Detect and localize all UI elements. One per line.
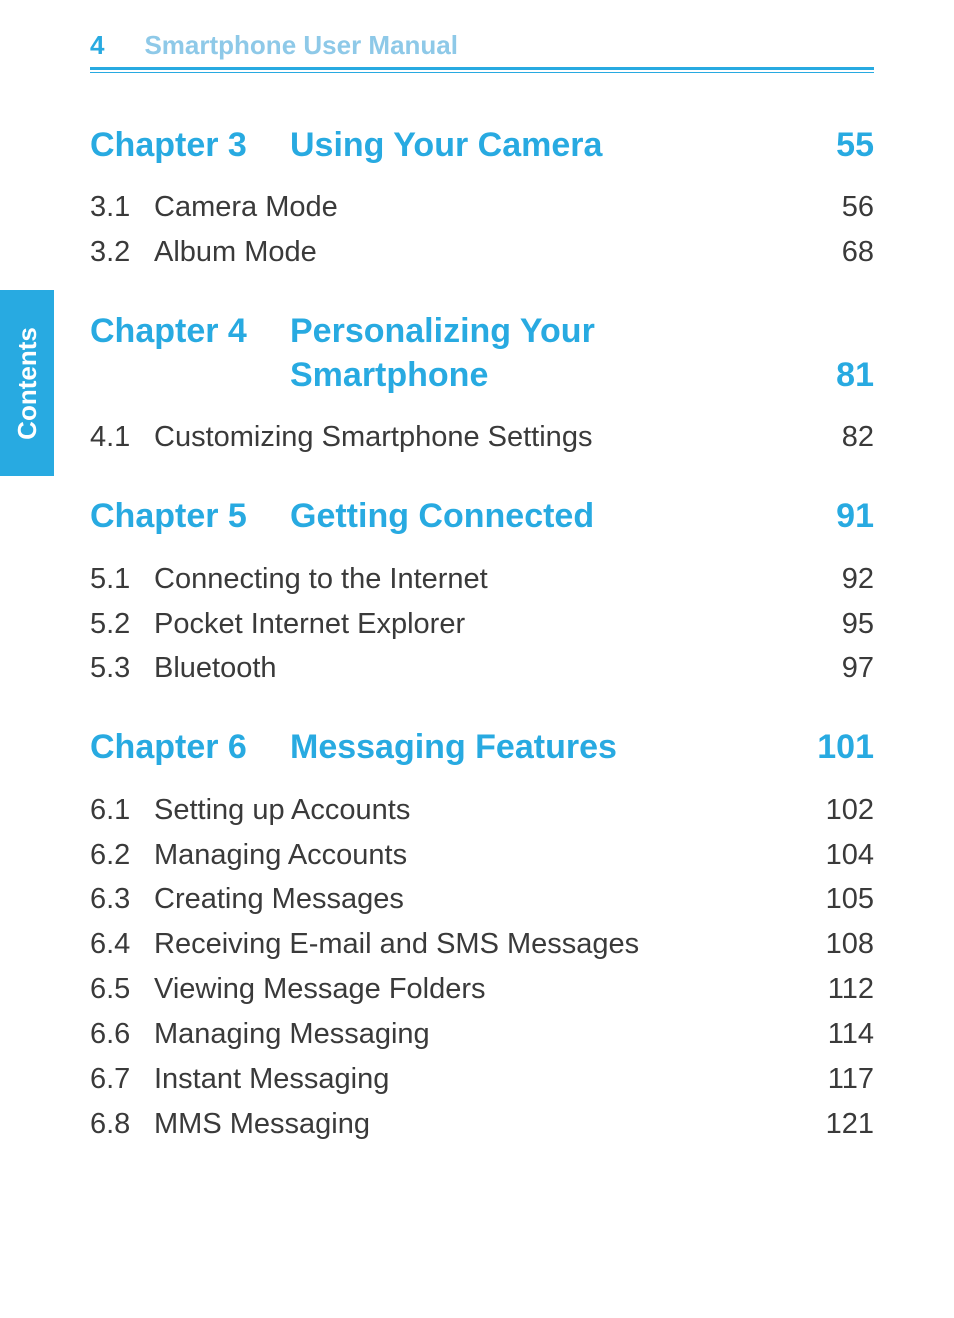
chapter-page-number: 91	[794, 494, 874, 538]
section-page-number: 97	[804, 646, 874, 691]
contents-side-tab: Contents	[0, 290, 54, 476]
section-page-number: 56	[804, 185, 874, 230]
section-number: 4.1	[90, 415, 154, 460]
chapter-block: Chapter 5Getting Connected91 5.1Connectin…	[90, 494, 874, 691]
table-of-contents: Chapter 3Using Your Camera55 3.1Camera Mo…	[90, 123, 874, 1147]
section-number: 6.5	[90, 967, 154, 1012]
chapter-title: Using Your Camera	[290, 123, 794, 167]
section-title: Setting up Accounts	[154, 788, 804, 833]
section-number: 6.7	[90, 1057, 154, 1102]
section-title: MMS Messaging	[154, 1102, 804, 1147]
chapter-label: Chapter 6	[90, 725, 290, 769]
section-title: Album Mode	[154, 230, 804, 275]
section-row: 6.7Instant Messaging117	[90, 1057, 874, 1102]
chapter-heading-row: Chapter 5Getting Connected91	[90, 494, 874, 538]
section-title: Creating Messages	[154, 877, 804, 922]
chapter-title: Getting Connected	[290, 494, 794, 538]
section-title: Connecting to the Internet	[154, 557, 804, 602]
section-number: 5.3	[90, 646, 154, 691]
chapter-heading-row: Chapter 4Personalizing Your Smartphone81	[90, 309, 874, 397]
section-row: 6.3Creating Messages105	[90, 877, 874, 922]
section-number: 6.2	[90, 833, 154, 878]
section-page-number: 92	[804, 557, 874, 602]
chapter-block: Chapter 6Messaging Features101 6.1Setting…	[90, 725, 874, 1147]
section-number: 6.1	[90, 788, 154, 833]
chapter-label: Chapter 5	[90, 494, 290, 538]
section-title: Viewing Message Folders	[154, 967, 804, 1012]
section-title: Camera Mode	[154, 185, 804, 230]
chapter-label: Chapter 3	[90, 123, 290, 167]
chapter-heading-row: Chapter 6Messaging Features101	[90, 725, 874, 769]
section-row: 3.2Album Mode68	[90, 230, 874, 275]
section-row: 6.6Managing Messaging114	[90, 1012, 874, 1057]
section-title: Bluetooth	[154, 646, 804, 691]
chapter-heading-row: Chapter 3Using Your Camera55	[90, 123, 874, 167]
section-row: 5.2Pocket Internet Explorer95	[90, 602, 874, 647]
section-row: 6.5Viewing Message Folders112	[90, 967, 874, 1012]
section-page-number: 95	[804, 602, 874, 647]
section-number: 3.2	[90, 230, 154, 275]
section-number: 5.1	[90, 557, 154, 602]
page-number: 4	[90, 30, 104, 61]
section-title: Managing Messaging	[154, 1012, 804, 1057]
section-number: 3.1	[90, 185, 154, 230]
section-row: 6.8MMS Messaging121	[90, 1102, 874, 1147]
section-number: 6.4	[90, 922, 154, 967]
section-page-number: 112	[804, 967, 874, 1012]
section-row: 5.3Bluetooth97	[90, 646, 874, 691]
chapter-page-number: 101	[794, 725, 874, 769]
section-row: 5.1Connecting to the Internet92	[90, 557, 874, 602]
section-title: Pocket Internet Explorer	[154, 602, 804, 647]
section-page-number: 105	[804, 877, 874, 922]
section-page-number: 108	[804, 922, 874, 967]
section-title: Receiving E-mail and SMS Messages	[154, 922, 804, 967]
section-title: Managing Accounts	[154, 833, 804, 878]
chapter-block: Chapter 4Personalizing Your Smartphone81…	[90, 309, 874, 460]
section-row: 3.1Camera Mode56	[90, 185, 874, 230]
section-number: 6.6	[90, 1012, 154, 1057]
section-number: 5.2	[90, 602, 154, 647]
header-rule	[90, 67, 874, 73]
chapter-page-number: 55	[794, 123, 874, 167]
section-page-number: 68	[804, 230, 874, 275]
section-page-number: 117	[804, 1057, 874, 1102]
chapter-title: Messaging Features	[290, 725, 794, 769]
page-body: 4 Smartphone User Manual Chapter 3Using …	[0, 0, 954, 1147]
chapter-block: Chapter 3Using Your Camera55 3.1Camera Mo…	[90, 123, 874, 275]
section-page-number: 114	[804, 1012, 874, 1057]
chapter-page-number: 81	[794, 353, 874, 397]
section-title: Instant Messaging	[154, 1057, 804, 1102]
section-page-number: 104	[804, 833, 874, 878]
chapter-title: Personalizing Your Smartphone	[290, 309, 794, 397]
section-page-number: 102	[804, 788, 874, 833]
contents-side-tab-label: Contents	[12, 327, 43, 440]
chapter-label: Chapter 4	[90, 309, 290, 353]
section-row: 6.2Managing Accounts104	[90, 833, 874, 878]
section-number: 6.3	[90, 877, 154, 922]
section-page-number: 82	[804, 415, 874, 460]
page-header: 4 Smartphone User Manual	[90, 30, 874, 67]
manual-title: Smartphone User Manual	[144, 30, 458, 61]
section-page-number: 121	[804, 1102, 874, 1147]
section-row: 6.4Receiving E-mail and SMS Messages108	[90, 922, 874, 967]
section-title: Customizing Smartphone Settings	[154, 415, 804, 460]
section-row: 6.1Setting up Accounts102	[90, 788, 874, 833]
section-number: 6.8	[90, 1102, 154, 1147]
section-row: 4.1Customizing Smartphone Settings82	[90, 415, 874, 460]
